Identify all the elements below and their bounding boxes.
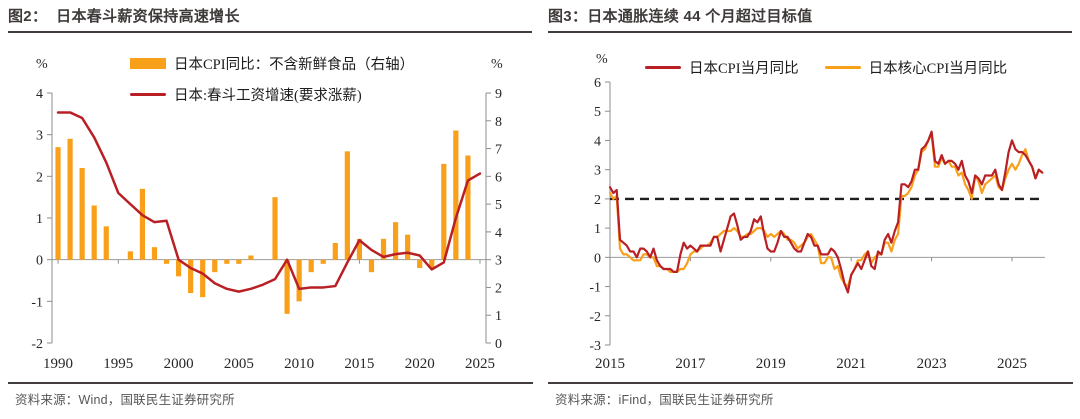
shunto-line-swatch (130, 92, 166, 97)
legend-item-shunto-line: 日本:春斗工资增速(要求涨薪) (130, 84, 414, 105)
tick-label: 3 (594, 164, 601, 179)
cpi-line-swatch (645, 65, 681, 70)
legend-item-cpi-bars: 日本CPI同比：不含新鲜食品（右轴） (130, 53, 414, 74)
tick-label: -2 (31, 337, 43, 352)
tick-label: 0 (495, 337, 502, 352)
axes: 6 5 4 3 2 1 0 -1 -2 -3 2015 2017 2019 2021 2023 2025 (589, 76, 1045, 372)
tick-label: 2021 (836, 356, 866, 372)
tick-label: 3 (495, 254, 502, 269)
tick-label: -2 (589, 310, 601, 325)
tick-label: 1 (495, 309, 502, 324)
legend-label-cpi-bars: 日本CPI同比：不含新鲜食品（右轴） (174, 57, 415, 73)
tick-label: 2015 (344, 356, 374, 372)
tick-label: 2 (36, 170, 43, 185)
figure-3: 图3：日本通胀连续 44 个月超过目标值 % 日本CPI当月同比 日本核心CPI… (540, 0, 1080, 419)
tick-label: 2 (495, 281, 502, 296)
tick-label: 4 (594, 134, 601, 149)
tick-label: 6 (594, 76, 601, 91)
tick-label: 2025 (997, 356, 1027, 372)
tick-label: 2025 (465, 356, 495, 372)
tick-label: 2015 (595, 356, 625, 372)
left-axis-unit-label: % (36, 57, 48, 72)
figure-2: 图2： 日本春斗薪资保持高速增长 % % 日本CPI同比：不含新鲜食品（右轴） … (8, 5, 533, 407)
legend-label-shunto-line: 日本:春斗工资增速(要求涨薪) (174, 88, 362, 104)
figure-3-legend: 日本CPI当月同比 日本核心CPI当月同比 (645, 57, 1007, 78)
tick-label: 1995 (103, 356, 133, 372)
tick-label: 9 (495, 87, 502, 102)
tick-label: 2017 (675, 356, 706, 372)
tick-label: 2 (594, 193, 601, 208)
tick-label: -1 (589, 281, 601, 296)
tick-label: 2005 (224, 356, 254, 372)
tick-label: 2010 (284, 356, 314, 372)
tick-label: 1 (36, 212, 43, 227)
figure-2-source: 资料来源：Wind，国联民生证券研究所 (15, 393, 235, 407)
tick-label: -1 (31, 295, 43, 310)
tick-label: 7 (495, 143, 502, 158)
tick-label: 2020 (405, 356, 435, 372)
legend-label-cpi-line: 日本CPI当月同比 (689, 61, 799, 77)
tick-label: -3 (589, 339, 601, 354)
tick-label: 6 (495, 170, 502, 185)
figure-2-legend: 日本CPI同比：不含新鲜食品（右轴） 日本:春斗工资增速(要求涨薪) (130, 53, 414, 115)
legend-label-core-cpi-line: 日本核心CPI当月同比 (868, 61, 1008, 77)
right-axis-unit-label: % (491, 57, 503, 72)
tick-label: 5 (495, 198, 502, 213)
tick-label: 8 (495, 115, 502, 130)
tick-label: 0 (594, 251, 601, 266)
y-axis-unit-label: % (596, 52, 608, 67)
cpi-bar-swatch (130, 58, 166, 69)
figure-2-plot: 4 3 2 1 0 -1 -2 9 8 7 6 5 4 3 2 1 0 1990 1995 2000 2005 2010 2… (31, 87, 502, 372)
figure-3-plot: 6 5 4 3 2 1 0 -1 -2 -3 2015 2017 2019 2021 2023 2025 (589, 76, 1045, 372)
tick-label: 1 (594, 222, 601, 237)
cpi-line (608, 130, 1044, 294)
tick-label: 2023 (917, 356, 947, 372)
tick-label: 2000 (164, 356, 194, 372)
legend-item-cpi-line: 日本CPI当月同比 (645, 57, 799, 78)
core-cpi-line (608, 133, 1044, 288)
shunto-line (56, 111, 482, 293)
figure-3-divider (548, 382, 1073, 384)
cpi-bars (55, 130, 471, 314)
figure-3-source: 资料来源：iFind，国联民生证券研究所 (555, 393, 774, 407)
tick-label: 4 (495, 226, 502, 241)
tick-label: 0 (36, 254, 43, 269)
axes: 4 3 2 1 0 -1 -2 9 8 7 6 5 4 3 2 1 0 1990 1995 2000 2005 2010 2… (31, 87, 502, 372)
tick-label: 5 (594, 105, 601, 120)
tick-label: 1990 (43, 356, 73, 372)
tick-label: 2019 (756, 356, 786, 372)
legend-item-core-cpi-line: 日本核心CPI当月同比 (824, 57, 1008, 78)
core-cpi-line-swatch (824, 65, 861, 70)
figure-3-title: 图3：日本通胀连续 44 个月超过目标值 (548, 5, 1072, 33)
figure-2-title: 图2： 日本春斗薪资保持高速增长 (8, 5, 532, 33)
tick-label: 4 (36, 87, 43, 102)
figure-2-divider (8, 382, 533, 384)
tick-label: 3 (36, 129, 43, 144)
